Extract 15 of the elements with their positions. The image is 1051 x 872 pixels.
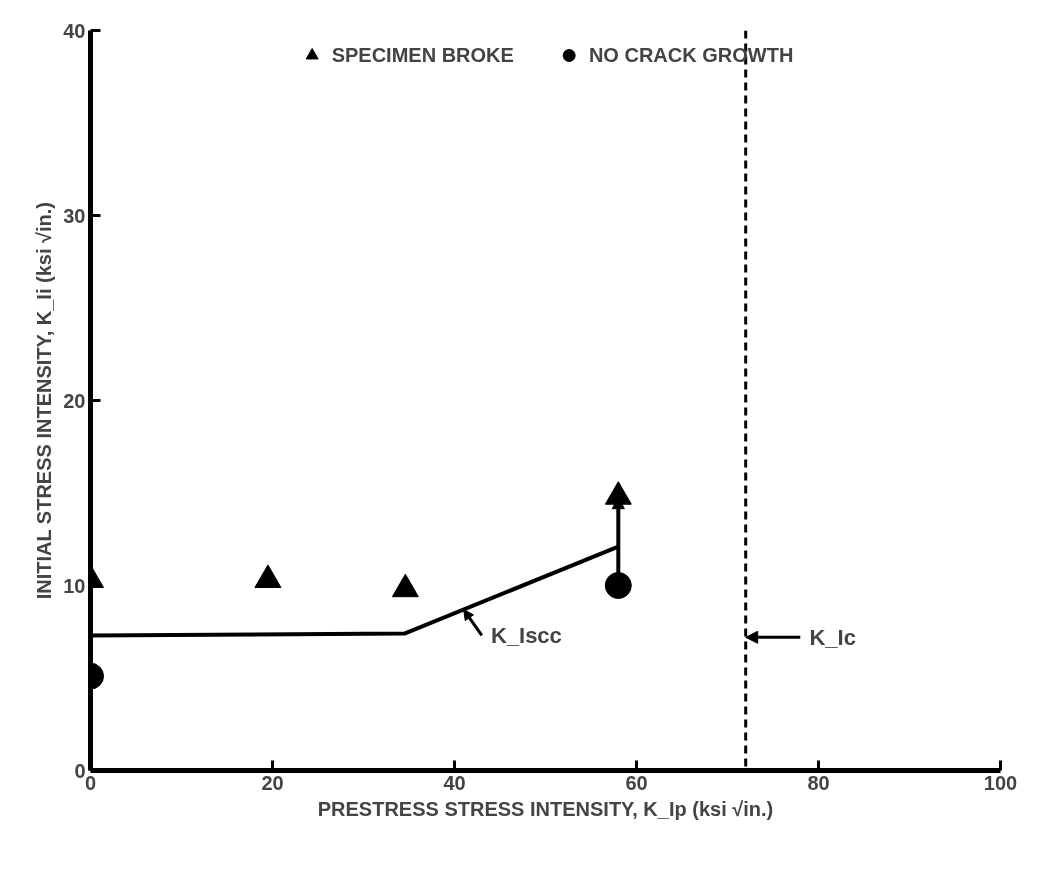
x-tick-label: 20	[261, 771, 284, 794]
x-axis-title: PRESTRESS STRESS INTENSITY, K_Ip (ksi √in.)	[317, 797, 774, 820]
y-axis-title: INITIAL STRESS INTENSITY, K_Ii (ksi √in.)	[33, 202, 56, 600]
y-tick-label: 10	[63, 574, 86, 597]
y-tick-label: 30	[63, 204, 86, 227]
x-tick-label: 40	[443, 771, 466, 794]
legend-label: SPECIMEN BROKE	[331, 43, 514, 67]
x-tick-label: 80	[807, 771, 830, 794]
annotation: K_Iscc	[490, 622, 562, 648]
y-tick-label: 20	[63, 389, 86, 412]
x-tick-label: 100	[983, 771, 1018, 794]
legend-label: NO CRACK GROWTH	[588, 43, 794, 67]
ref-line-label: K_Ic	[809, 624, 856, 650]
y-tick-label: 40	[63, 19, 86, 42]
x-tick-label: 60	[625, 771, 648, 794]
